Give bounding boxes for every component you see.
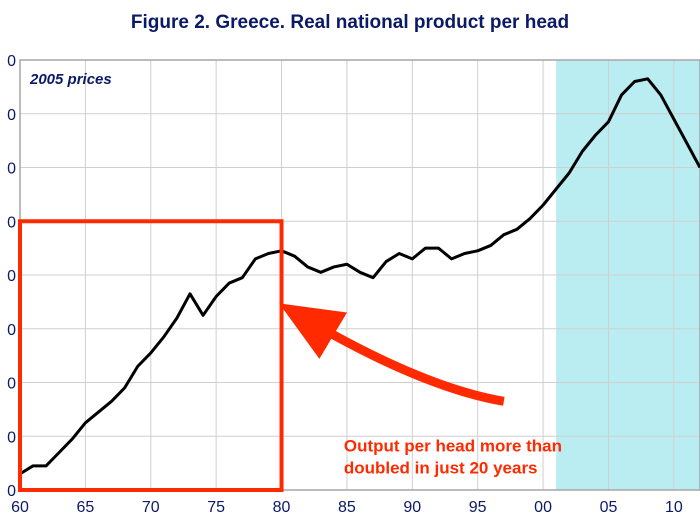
- callout-text-line2: doubled in just 20 years: [344, 458, 538, 477]
- x-tick-label: 70: [142, 499, 160, 516]
- y-tick-label: 0: [7, 214, 16, 231]
- x-tick-label: 05: [600, 499, 618, 516]
- y-tick-label: 0: [7, 107, 16, 124]
- x-tick-label: 65: [76, 499, 94, 516]
- y-tick-label: 0: [7, 161, 16, 178]
- x-tick-label: 85: [338, 499, 356, 516]
- y-tick-label: 0: [7, 429, 16, 446]
- y-tick-label: 0: [7, 322, 16, 339]
- x-tick-label: 95: [469, 499, 487, 516]
- chart-title: Figure 2. Greece. Real national product …: [0, 12, 700, 34]
- y-tick-label: 0: [7, 53, 16, 70]
- x-tick-label: 10: [665, 499, 683, 516]
- y-tick-label: 0: [7, 376, 16, 393]
- x-tick-label: 75: [207, 499, 225, 516]
- x-tick-label: 90: [403, 499, 421, 516]
- chart-svg: 60657075808590950005100000000002005 pric…: [0, 0, 700, 525]
- x-tick-label: 00: [534, 499, 552, 516]
- y-tick-label: 0: [7, 268, 16, 285]
- callout-text-line1: Output per head more than: [344, 436, 562, 455]
- callout-arrow: [295, 313, 504, 402]
- x-tick-label: 80: [273, 499, 291, 516]
- chart-subtitle: 2005 prices: [29, 71, 112, 88]
- y-tick-label: 0: [7, 483, 16, 500]
- x-tick-label: 60: [11, 499, 29, 516]
